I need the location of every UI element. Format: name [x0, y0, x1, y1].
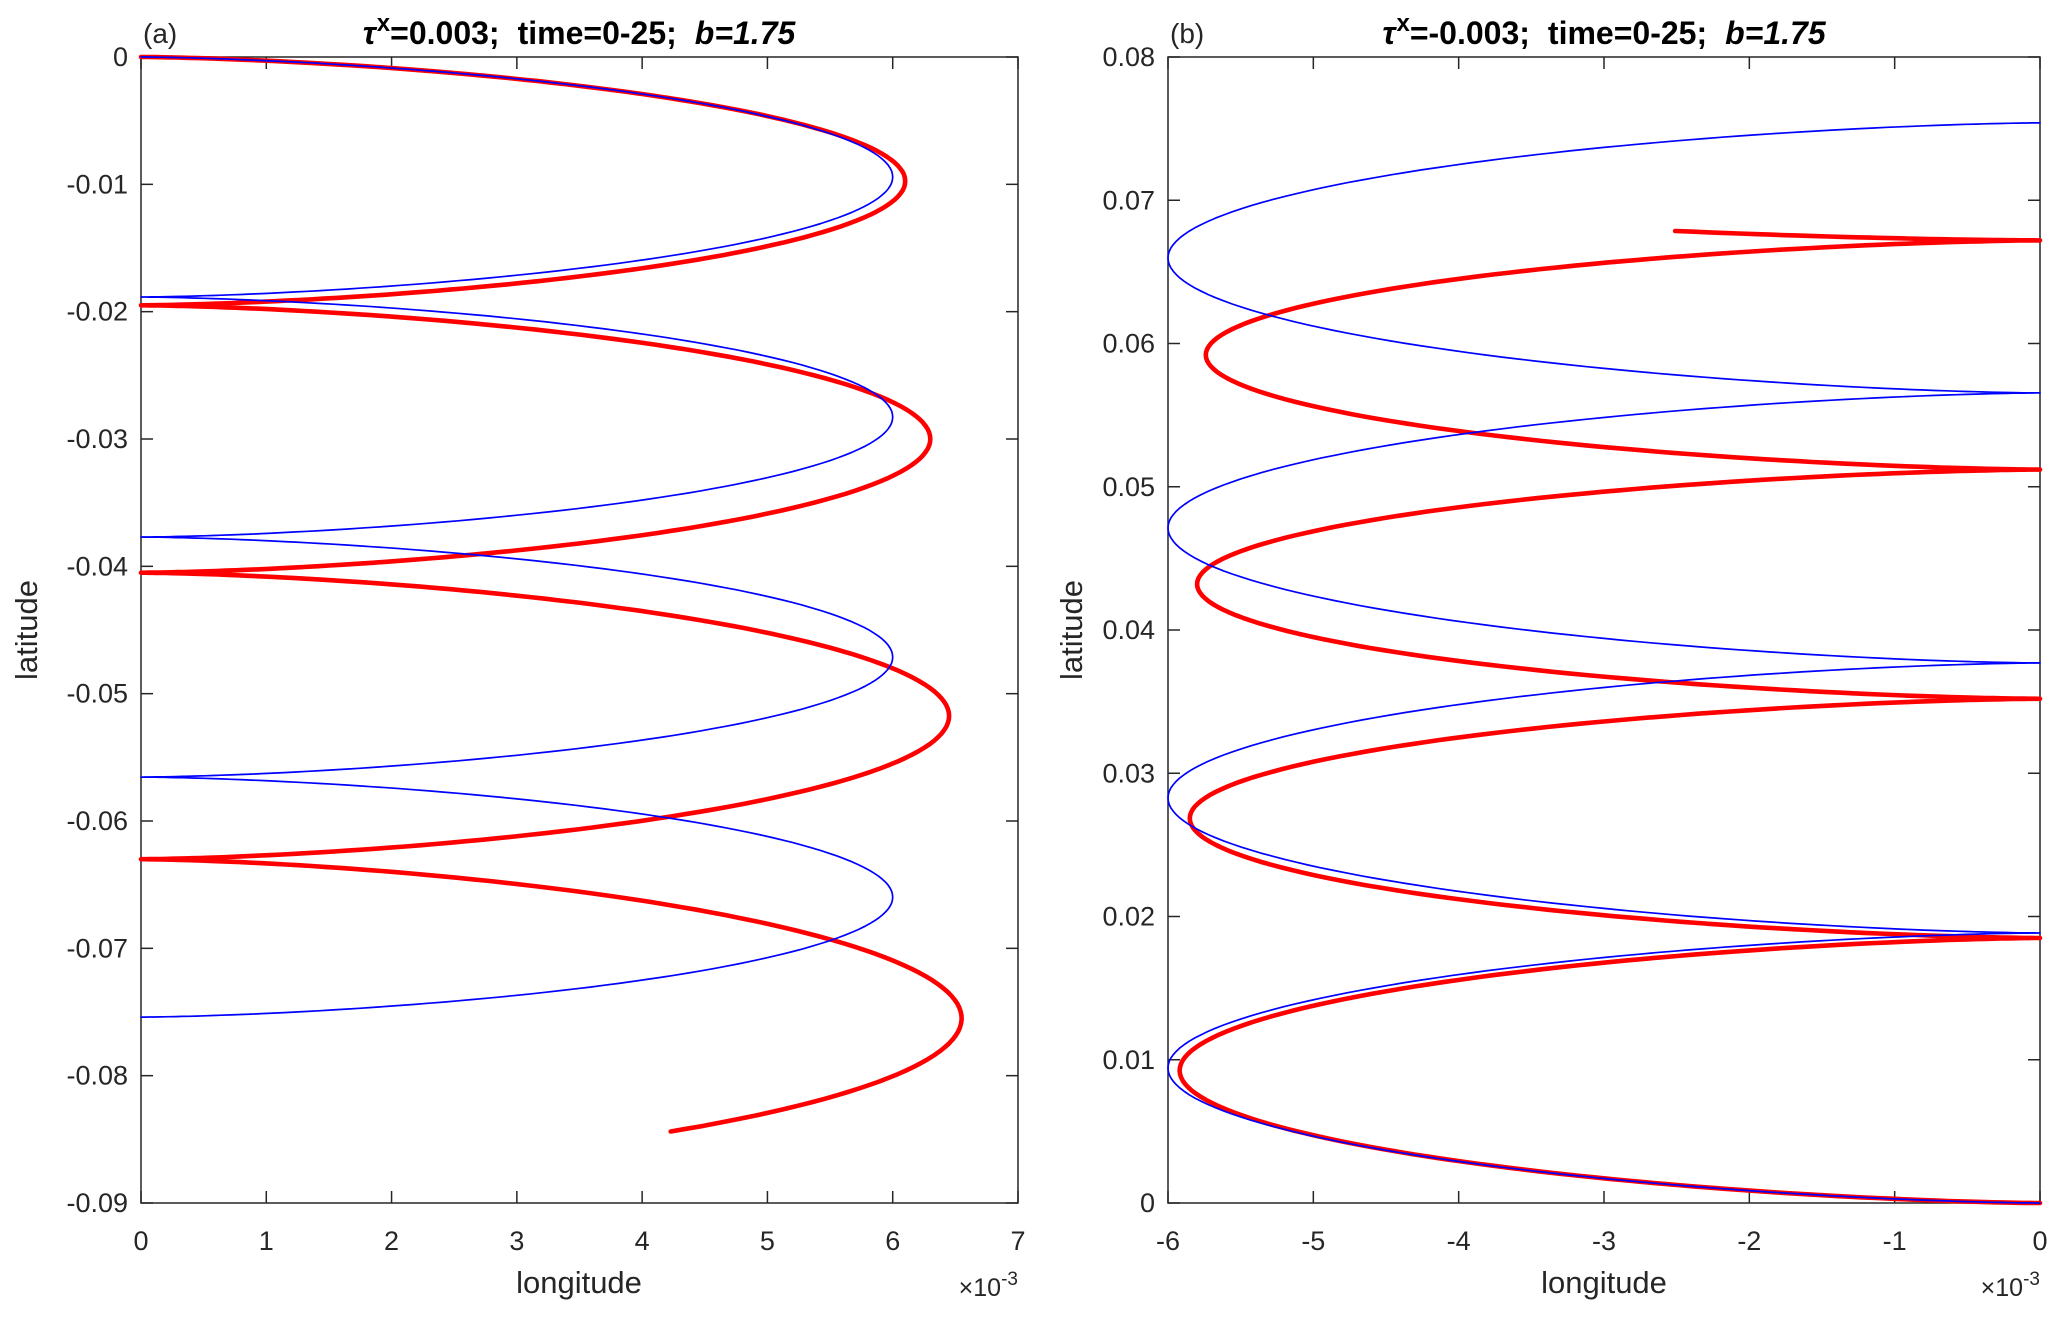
x-tick-label: -2 — [1737, 1226, 1761, 1256]
thin-blue-trajectory-reference-b — [1167, 122, 2041, 1204]
panel-a-title-p3: b=1.75 — [695, 15, 797, 51]
thick-red-trajectory-nonlinear-b — [1177, 228, 2043, 1206]
panel-a-mult-base: ×10 — [959, 1274, 1001, 1302]
panel-b-xlabel: longitude — [1541, 1265, 1667, 1300]
y-tick-label: 0.08 — [1102, 42, 1155, 72]
y-tick-label: 0.05 — [1102, 472, 1155, 502]
y-tick-label: -0.06 — [66, 806, 128, 836]
panel-b-title-p1: =-0.003; — [1410, 15, 1530, 51]
thin-blue-trajectory-reference-a — [140, 56, 894, 1018]
panel-a-title-p1: =0.003; — [390, 15, 499, 51]
panel-b-ylabel: latitude — [1054, 580, 1089, 680]
panel-b-title-p2: time=0-25; — [1548, 15, 1707, 51]
panel-a-title-tau: τ — [363, 15, 378, 51]
thick-red-trajectory-nonlinear-a — [138, 54, 964, 1134]
y-tick-label: -0.07 — [66, 933, 128, 963]
panel-a-corner-label: (a) — [143, 18, 177, 49]
panel-a-title: τx=0.003; time=0-25; b=1.75 — [363, 10, 797, 51]
x-tick-label: -1 — [1883, 1226, 1907, 1256]
y-tick-label: -0.04 — [66, 551, 128, 581]
panel-a-mult-exp: -3 — [1001, 1269, 1018, 1290]
x-tick-label: -6 — [1156, 1226, 1180, 1256]
panel-b-mult-base: ×10 — [1981, 1274, 2023, 1302]
panel-a-ylabel: latitude — [9, 580, 44, 680]
y-tick-label: -0.09 — [66, 1188, 128, 1218]
y-tick-label: 0.06 — [1102, 329, 1155, 359]
y-tick-label: -0.02 — [66, 297, 128, 327]
panel-a-title-p2: time=0-25; — [518, 15, 677, 51]
panel-b-title-p3: b=1.75 — [1725, 15, 1827, 51]
panel-a-x-multiplier: ×10-3 — [959, 1269, 1018, 1302]
y-tick-label: -0.03 — [66, 424, 128, 454]
panel-b-plot-area: -6 -5 -4 -3 -2 -1 0 0 0.01 0.02 0.03 0.04 0.05 0.06 0.… — [1102, 42, 2047, 1256]
plot-box-a — [140, 56, 1019, 1204]
x-tick-label: 7 — [1010, 1226, 1025, 1256]
panel-b-title-sup: x — [1396, 10, 1410, 37]
x-tick-label: 2 — [384, 1226, 399, 1256]
panel-a-xlabel: longitude — [516, 1265, 642, 1300]
y-tick-label: -0.01 — [66, 169, 128, 199]
y-tick-label: 0 — [113, 42, 128, 72]
y-tick-label: -0.05 — [66, 679, 128, 709]
x-tick-label: 0 — [133, 1226, 148, 1256]
panel-b-mult-exp: -3 — [2023, 1269, 2040, 1290]
y-tick-label: -0.08 — [66, 1061, 128, 1091]
panel-b-corner-label: (b) — [1170, 18, 1204, 49]
panel-a-plot-area: 0 1 2 3 4 5 6 7 0 -0.01 -0.02 -0.03 -0.04 -0.05 -0.06 -… — [66, 42, 1025, 1256]
x-tick-label: 0 — [2032, 1226, 2047, 1256]
x-tick-label: 1 — [259, 1226, 274, 1256]
x-tick-label: -3 — [1592, 1226, 1616, 1256]
y-tick-label: 0.03 — [1102, 758, 1155, 788]
x-tick-label: -4 — [1447, 1226, 1471, 1256]
x-tick-label: -5 — [1301, 1226, 1325, 1256]
panel-a-title-sup: x — [377, 10, 391, 37]
y-tick-label: 0 — [1140, 1188, 1155, 1218]
y-tick-label: 0.04 — [1102, 615, 1155, 645]
x-tick-label: 3 — [509, 1226, 524, 1256]
x-tick-label: 5 — [760, 1226, 775, 1256]
panel-b-x-multiplier: ×10-3 — [1981, 1269, 2040, 1302]
panel-b-title-tau: τ — [1382, 15, 1397, 51]
y-tick-label: 0.01 — [1102, 1045, 1155, 1075]
y-tick-label: 0.02 — [1102, 902, 1155, 932]
panel-b-title: τx=-0.003; time=0-25; b=1.75 — [1382, 10, 1826, 51]
x-tick-label: 4 — [635, 1226, 650, 1256]
x-tick-label: 6 — [885, 1226, 900, 1256]
y-tick-label: 0.07 — [1102, 185, 1155, 215]
